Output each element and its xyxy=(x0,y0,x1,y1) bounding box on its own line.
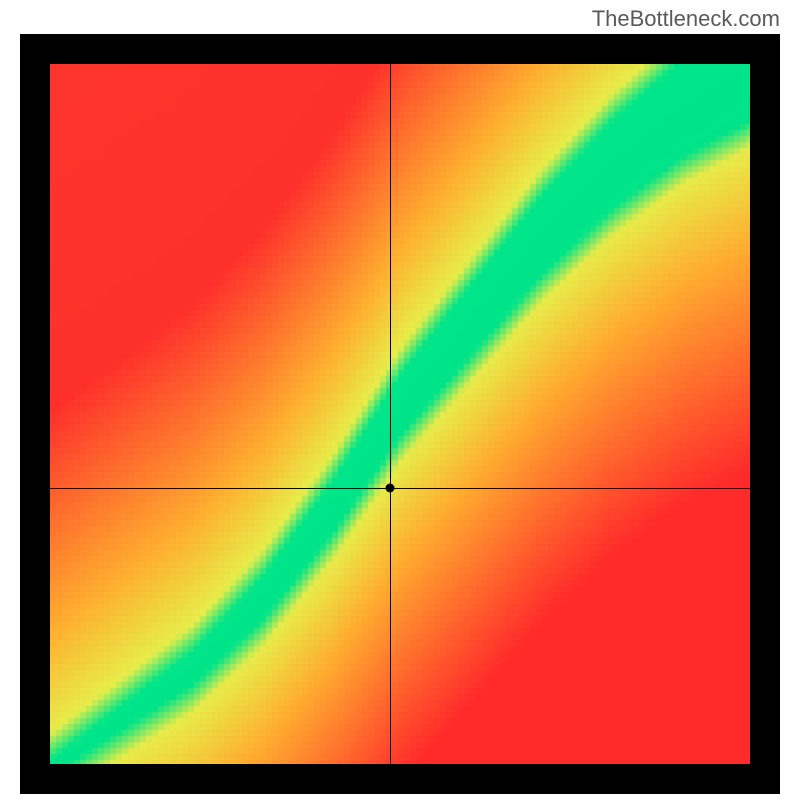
bottleneck-heatmap xyxy=(50,64,750,764)
chart-frame xyxy=(20,34,780,794)
crosshair-horizontal xyxy=(50,488,750,489)
attribution-text: TheBottleneck.com xyxy=(592,6,780,32)
crosshair-marker xyxy=(385,483,394,492)
crosshair-vertical xyxy=(390,64,391,764)
chart-container: TheBottleneck.com xyxy=(0,0,800,800)
